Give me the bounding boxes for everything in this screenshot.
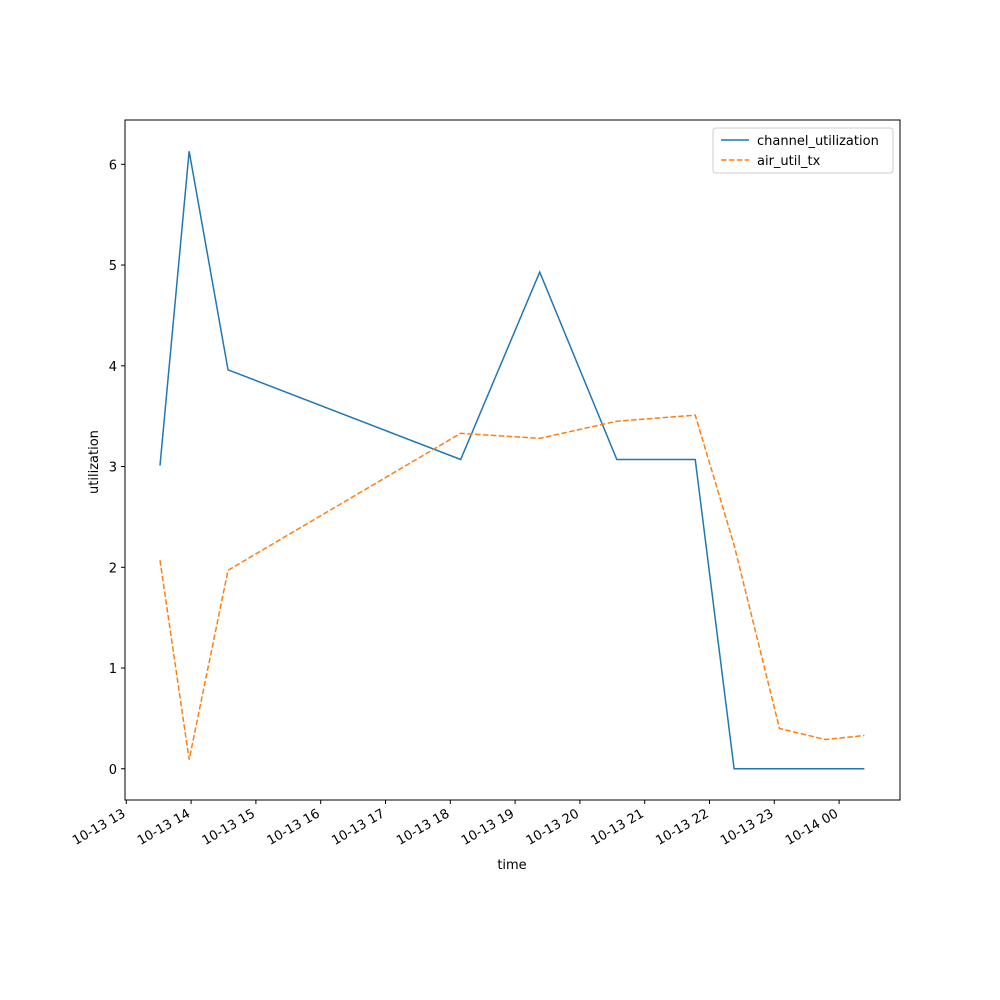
x-axis-label: time	[497, 858, 526, 873]
y-tick-label: 1	[109, 662, 117, 677]
x-tick-label: 10-13 19	[459, 806, 517, 848]
legend-label: air_util_tx	[757, 154, 821, 169]
x-tick-label: 10-13 23	[718, 806, 776, 848]
x-tick-label: 10-13 20	[524, 806, 582, 848]
x-tick-label: 10-13 17	[329, 806, 387, 848]
line-series	[159, 151, 865, 770]
legend-label: channel_utilization	[757, 134, 879, 149]
x-tick-label: 10-13 13	[70, 806, 128, 848]
line-series	[159, 414, 865, 760]
x-tick-label: 10-13 16	[265, 806, 323, 848]
y-tick-label: 6	[109, 158, 117, 173]
y-tick-label: 5	[109, 259, 117, 274]
plot-frame	[124, 119, 901, 801]
x-tick-label: 10-14 00	[783, 806, 841, 848]
y-tick-label: 4	[109, 360, 117, 375]
x-tick-label: 10-13 14	[135, 806, 193, 848]
y-tick-label: 2	[109, 561, 117, 576]
x-tick-label: 10-13 22	[653, 806, 711, 848]
y-axis-label: utilization	[87, 430, 102, 494]
y-tick-label: 0	[109, 763, 117, 778]
x-tick-label: 10-13 21	[589, 806, 647, 848]
legend-box	[712, 127, 894, 174]
x-tick-label: 10-13 18	[394, 806, 452, 848]
y-tick-label: 3	[109, 461, 117, 476]
x-tick-label: 10-13 15	[200, 806, 258, 848]
